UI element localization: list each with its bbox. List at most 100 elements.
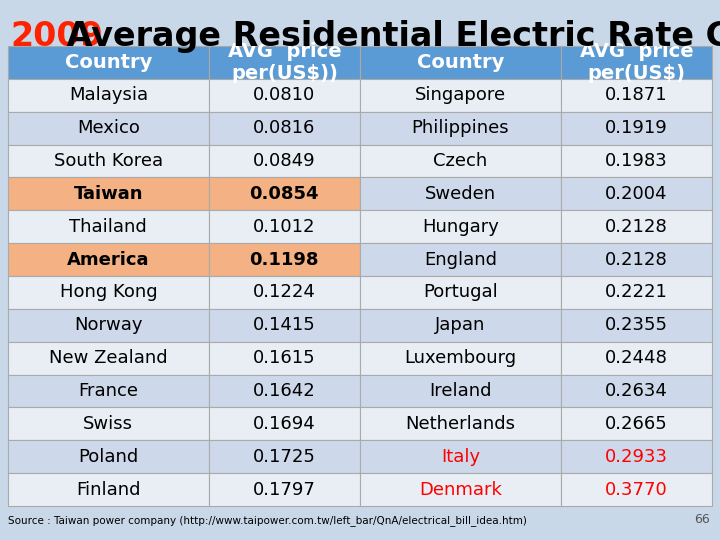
Text: 0.0810: 0.0810 [253,86,315,104]
Text: 0.1642: 0.1642 [253,382,315,400]
Bar [360,276,561,309]
Bar [561,375,712,407]
Text: 2009: 2009 [10,20,103,53]
Text: England: England [424,251,497,268]
Text: 0.1725: 0.1725 [253,448,316,465]
Bar [360,473,561,506]
Text: 0.2448: 0.2448 [605,349,667,367]
Bar [360,210,561,243]
Bar [360,407,561,440]
Bar [209,375,360,407]
Bar [360,178,561,210]
Text: Portugal: Portugal [423,284,498,301]
Bar [360,243,561,276]
Text: South Korea: South Korea [54,152,163,170]
Bar [360,342,561,375]
Text: Denmark: Denmark [419,481,502,498]
Bar [8,243,209,276]
Text: 66: 66 [694,513,710,526]
Bar [8,276,209,309]
Text: 0.2634: 0.2634 [605,382,667,400]
Bar [8,112,209,145]
Bar [209,46,360,79]
Text: Hong Kong: Hong Kong [60,284,157,301]
Text: Luxembourg: Luxembourg [404,349,516,367]
Bar [561,210,712,243]
Bar [561,473,712,506]
Bar [209,473,360,506]
Bar [8,440,209,473]
Bar [8,342,209,375]
Text: Singapore: Singapore [415,86,506,104]
Text: Malaysia: Malaysia [68,86,148,104]
Bar [561,145,712,178]
Text: Source : Taiwan power company (http://www.taipower.com.tw/left_bar/QnA/electrica: Source : Taiwan power company (http://ww… [8,515,527,526]
Bar [8,407,209,440]
Text: 0.2933: 0.2933 [605,448,668,465]
Bar [561,309,712,342]
Text: AVG  price
per(US$)): AVG price per(US$)) [228,42,341,83]
Text: 0.0849: 0.0849 [253,152,315,170]
Text: Country: Country [417,53,504,72]
Bar [561,46,712,79]
Text: Hungary: Hungary [422,218,499,236]
Text: Poland: Poland [78,448,138,465]
Bar [209,210,360,243]
Text: Norway: Norway [74,316,143,334]
Bar [360,112,561,145]
Text: 0.1694: 0.1694 [253,415,315,433]
Bar [209,342,360,375]
Text: 0.1615: 0.1615 [253,349,315,367]
Text: 0.1983: 0.1983 [605,152,667,170]
Text: 0.1012: 0.1012 [253,218,315,236]
Bar [209,309,360,342]
Bar [561,243,712,276]
Text: 0.1415: 0.1415 [253,316,315,334]
Bar [8,473,209,506]
Text: 0.3770: 0.3770 [605,481,667,498]
Text: Finland: Finland [76,481,140,498]
Bar [8,309,209,342]
Text: 0.1871: 0.1871 [605,86,667,104]
Text: 0.0854: 0.0854 [250,185,319,203]
Text: Japan: Japan [435,316,485,334]
Text: 0.2128: 0.2128 [605,251,667,268]
Text: 0.2128: 0.2128 [605,218,667,236]
Text: 0.1198: 0.1198 [250,251,319,268]
Text: 0.2355: 0.2355 [605,316,668,334]
Bar [8,46,209,79]
Text: New Zealand: New Zealand [49,349,168,367]
Text: 0.2665: 0.2665 [605,415,667,433]
Bar [360,440,561,473]
Text: Mexico: Mexico [77,119,140,137]
Bar [8,210,209,243]
Text: Thailand: Thailand [69,218,147,236]
Text: 0.1224: 0.1224 [253,284,316,301]
Bar [360,375,561,407]
Bar [561,407,712,440]
Bar [209,440,360,473]
Text: Sweden: Sweden [425,185,496,203]
Bar [360,309,561,342]
Bar [209,79,360,112]
Text: 0.2221: 0.2221 [605,284,667,301]
Bar [360,145,561,178]
Text: Taiwan: Taiwan [73,185,143,203]
Bar [8,375,209,407]
Bar [209,243,360,276]
Text: France: France [78,382,138,400]
Text: AVG  price
per(US$): AVG price per(US$) [580,42,693,83]
Bar [561,112,712,145]
Text: 0.1919: 0.1919 [605,119,667,137]
Text: 0.2004: 0.2004 [605,185,667,203]
Bar [561,276,712,309]
Text: Swiss: Swiss [84,415,133,433]
Text: 0.0816: 0.0816 [253,119,315,137]
Bar [209,276,360,309]
Bar [8,178,209,210]
Text: Italy: Italy [441,448,480,465]
Bar [8,145,209,178]
Bar [209,407,360,440]
Text: Average Residential Electric Rate Comparison: Average Residential Electric Rate Compar… [55,20,720,53]
Bar [209,145,360,178]
